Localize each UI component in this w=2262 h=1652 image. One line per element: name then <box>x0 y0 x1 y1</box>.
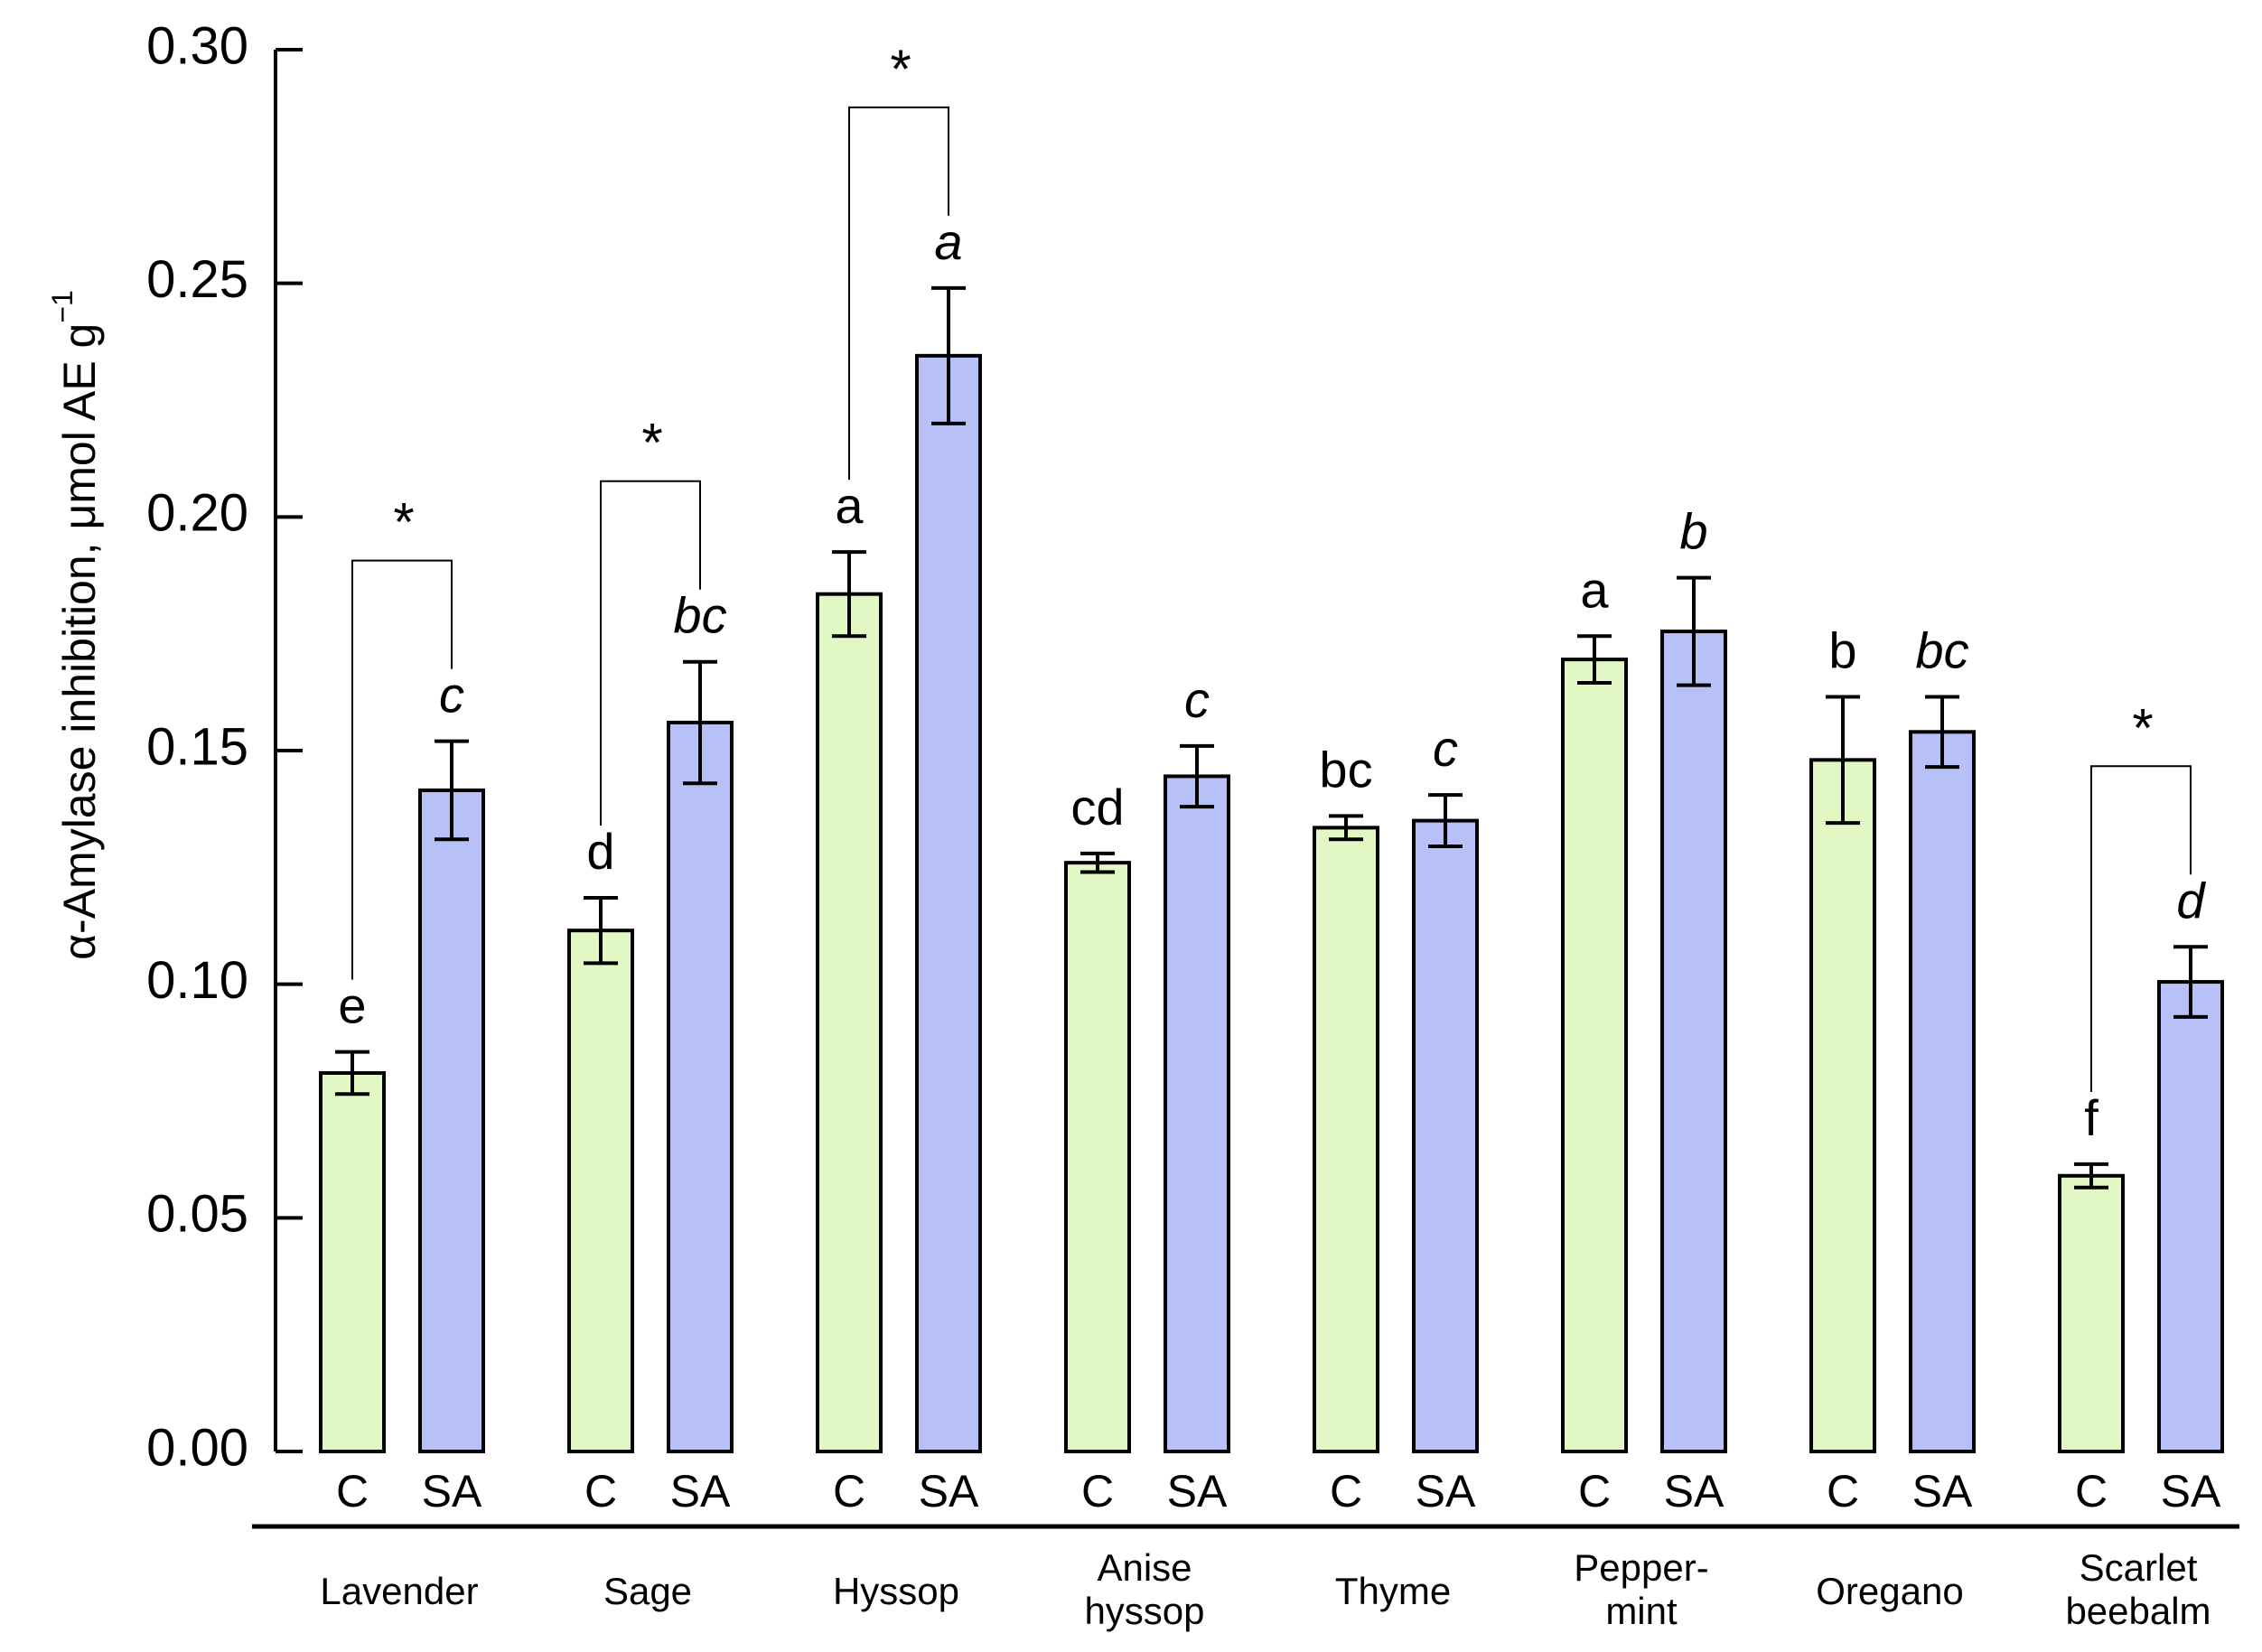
significance-bracket <box>600 480 701 826</box>
significance-letter: b <box>1679 503 1707 560</box>
significance-asterisk: * <box>2132 697 2153 758</box>
group-label-hyssop: Hyssop <box>833 1570 959 1612</box>
treatment-label-sa: SA <box>422 1466 482 1517</box>
bar-thyme-c <box>1313 826 1379 1453</box>
significance-asterisk: * <box>890 39 911 99</box>
bar-scarlet-beebalm-c <box>2058 1173 2125 1453</box>
bar-scarlet-beebalm-sa <box>2157 980 2224 1453</box>
treatment-label-sa: SA <box>1167 1466 1228 1517</box>
group-label-lavender: Lavender <box>320 1570 478 1612</box>
significance-letter: bc <box>1319 741 1372 798</box>
significance-letter: bc <box>1915 622 1968 679</box>
treatment-label-sa: SA <box>1416 1466 1476 1517</box>
significance-letter: c <box>1433 720 1458 777</box>
significance-bracket <box>848 106 949 481</box>
group-label-scarlet-beebalm: Scarlet <box>2080 1546 2198 1589</box>
significance-letter: a <box>934 213 962 270</box>
bar-pepper-mint-c <box>1561 658 1628 1453</box>
bar-oregano-sa <box>1909 730 1976 1453</box>
y-tick-label: 0.05 <box>146 1185 248 1244</box>
y-tick-label: 0.30 <box>146 16 248 75</box>
significance-asterisk: * <box>641 413 662 473</box>
treatment-label-c: C <box>833 1466 865 1517</box>
y-axis-title: α-Amylase inhibition, μmol AE g−1 <box>46 290 105 960</box>
bar-lavender-sa <box>418 788 485 1453</box>
significance-letter: a <box>835 477 864 534</box>
bar-thyme-sa <box>1412 818 1479 1453</box>
axes: 0.00 0.05 0.10 0.15 0.20 0.25 0.30 <box>146 16 303 1477</box>
bar-sage-c <box>567 929 634 1453</box>
significance-letter: c <box>439 667 464 723</box>
bar-pepper-mint-sa <box>1660 630 1727 1453</box>
y-axis-title-group: α-Amylase inhibition, μmol AE g−1 <box>46 290 105 960</box>
y-axis-title-text: α-Amylase inhibition, μmol AE g <box>54 323 105 960</box>
treatment-label-sa: SA <box>2161 1466 2221 1517</box>
treatment-label-c: C <box>2075 1466 2108 1517</box>
treatment-label-sa: SA <box>1664 1466 1725 1517</box>
bars <box>319 285 2224 1453</box>
bar-anise-hyssop-c <box>1064 861 1131 1453</box>
significance-bracket <box>2090 765 2192 1092</box>
treatment-label-c: C <box>1578 1466 1611 1517</box>
group-label-scarlet-beebalm: beebalm <box>2065 1590 2211 1632</box>
significance-letter: b <box>1828 622 1856 679</box>
significance-letter: e <box>338 977 366 1034</box>
treatment-label-c: C <box>336 1466 369 1517</box>
significance-letter: bc <box>673 587 726 644</box>
significance-letter: c <box>1184 671 1210 728</box>
significance-bracket <box>351 559 453 980</box>
significance-letter: cd <box>1070 779 1124 835</box>
y-tick-label: 0.10 <box>146 951 248 1010</box>
group-label-anise-hyssop: Anise <box>1097 1546 1192 1589</box>
significance-letter: f <box>2084 1089 2098 1146</box>
y-axis-title-superscript: −1 <box>46 290 79 322</box>
y-tick-label: 0.00 <box>146 1418 248 1477</box>
bar-anise-hyssop-sa <box>1164 774 1230 1453</box>
significance-letter: a <box>1580 561 1609 618</box>
category-axis: C SA Lavender C SA Sage C SA Hyssop C SA Anisehysso… <box>252 1466 2239 1632</box>
bar-hyssop-sa <box>915 353 982 1453</box>
group-label-pepper-mint: Pepper- <box>1574 1546 1708 1589</box>
treatment-label-c: C <box>1827 1466 1859 1517</box>
group-label-sage: Sage <box>603 1570 692 1612</box>
y-tick-label: 0.20 <box>146 484 248 543</box>
group-label-oregano: Oregano <box>1816 1570 1963 1612</box>
treatment-label-c: C <box>1081 1466 1114 1517</box>
annotations: e c * d bc * a a * cd c bc c a b b bc f d * <box>338 39 2206 1146</box>
group-label-anise-hyssop: hyssop <box>1084 1590 1204 1632</box>
y-tick-label: 0.25 <box>146 250 248 309</box>
significance-asterisk: * <box>393 492 414 553</box>
treatment-label-c: C <box>1330 1466 1362 1517</box>
significance-letter: d <box>586 823 614 880</box>
treatment-label-sa: SA <box>670 1466 731 1517</box>
bar-hyssop-c <box>816 592 883 1453</box>
bar-lavender-c <box>319 1070 386 1453</box>
group-label-thyme: Thyme <box>1335 1570 1451 1612</box>
treatment-label-sa: SA <box>1912 1466 1973 1517</box>
group-label-pepper-mint: mint <box>1605 1590 1678 1632</box>
y-tick-label: 0.15 <box>146 717 248 776</box>
bar-oregano-c <box>1809 758 1876 1453</box>
treatment-label-c: C <box>584 1466 617 1517</box>
treatment-label-sa: SA <box>919 1466 979 1517</box>
bar-sage-sa <box>667 720 734 1453</box>
significance-letter: d <box>2176 872 2206 929</box>
